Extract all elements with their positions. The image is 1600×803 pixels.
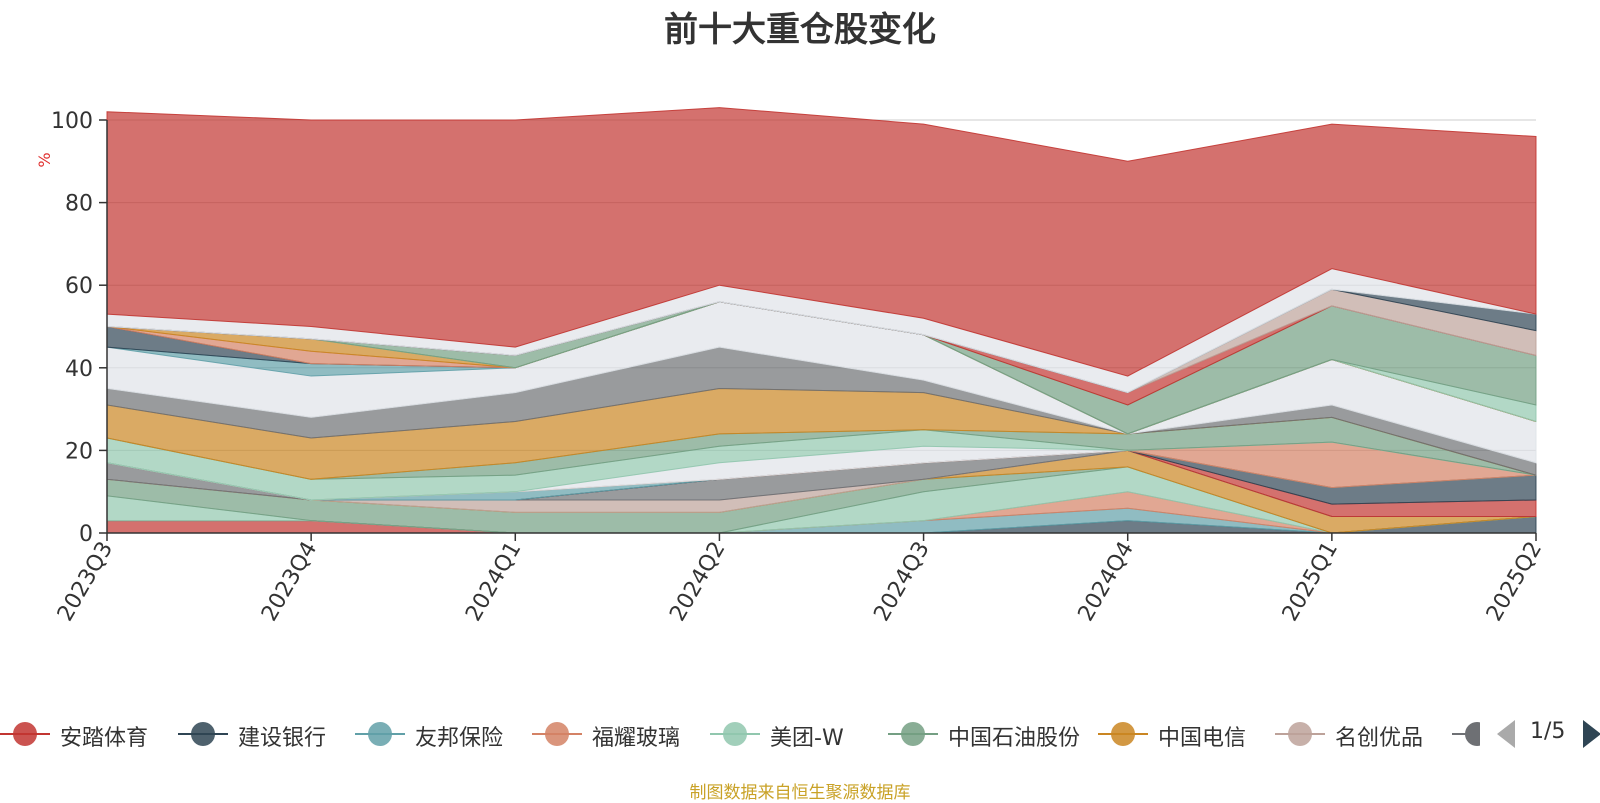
y-tick-label: 80: [65, 192, 93, 217]
legend-item-partial[interactable]: [1452, 717, 1480, 751]
legend-marker: [545, 722, 569, 746]
x-tick-label: 2023Q3: [53, 538, 118, 626]
legend-label: 友邦保险: [415, 726, 504, 751]
legend-label: 中国石油股份: [948, 726, 1081, 751]
legend-marker: [1111, 722, 1135, 746]
x-tick-label: 2024Q3: [869, 538, 934, 626]
y-tick-label: 0: [79, 522, 93, 547]
legend-label: 美团-W: [770, 726, 844, 751]
legend-next-page-icon[interactable]: [1583, 720, 1600, 748]
chart-title: 前十大重仓股变化: [664, 10, 936, 50]
legend-label: 建设银行: [238, 726, 327, 751]
legend-label: 名创优品: [1335, 726, 1424, 751]
legend-marker: [901, 722, 925, 746]
y-tick-label: 100: [51, 109, 93, 134]
legend-label: 安踏体育: [60, 726, 149, 751]
legend-marker: [13, 722, 37, 746]
legend-marker: [1465, 722, 1480, 746]
legend-marker: [723, 722, 747, 746]
x-tick-label: 2024Q2: [665, 538, 730, 626]
x-tick-label: 2024Q4: [1074, 538, 1139, 626]
legend-marker: [368, 722, 392, 746]
legend-label: 中国电信: [1158, 726, 1247, 751]
legend-prev-page-icon[interactable]: [1497, 720, 1515, 748]
data-source-note: 制图数据来自恒生聚源数据库: [689, 783, 911, 803]
y-tick-label: 20: [65, 439, 93, 464]
x-tick-label: 2024Q1: [461, 538, 526, 626]
y-tick-label: 60: [65, 274, 93, 299]
x-tick-label: 2025Q1: [1278, 538, 1343, 626]
y-axis-label: %: [35, 152, 54, 167]
legend-label: 福耀玻璃: [592, 726, 681, 751]
x-tick-label: 2023Q4: [257, 538, 322, 626]
legend-marker: [191, 722, 215, 746]
series-area-30: [106, 107, 1537, 377]
legend-marker: [1288, 722, 1312, 746]
x-tick-label: 2025Q2: [1482, 538, 1547, 626]
legend: 1/5 安踏体育 建设银行 友邦保险 福耀玻璃 美团-W 中国石油股份 中国电信 名创优品: [0, 717, 1600, 751]
legend-page-indicator: 1/5: [1530, 719, 1566, 744]
y-tick-label: 40: [65, 357, 93, 382]
area-chart: 0 20 40 60 80 100% 2023Q3 2023Q4 2024Q1 2024Q2 202…: [35, 107, 1547, 626]
